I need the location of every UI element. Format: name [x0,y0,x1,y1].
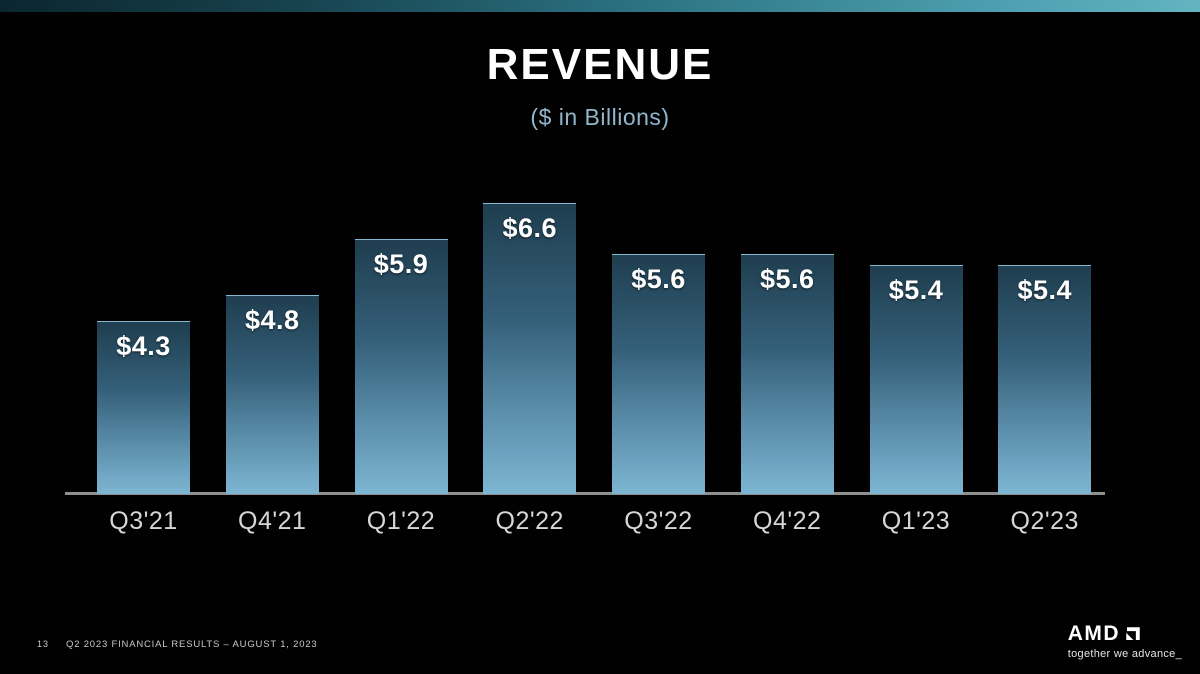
bar-q3-22: $5.6 [612,254,705,494]
bar-q1-23: $5.4 [869,265,963,494]
category-label-q1-22: Q1'22 [366,507,436,535]
footer-text: Q2 2023 FINANCIAL RESULTS – AUGUST 1, 20… [66,639,318,650]
header-accent-band [0,0,1200,12]
category-label-q2-22: Q2'22 [495,507,564,535]
category-label-q1-23: Q1'23 [881,507,951,535]
value-label-q1-23: $5.4 [888,275,944,305]
category-label-q4-22: Q4'22 [753,507,822,535]
slide-footer: 13 Q2 2023 FINANCIAL RESULTS – AUGUST 1,… [0,618,1200,674]
bar-q4-21: $4.8 [225,295,319,494]
value-label-q2-22: $6.6 [502,213,558,243]
category-label-q2-23: Q2'23 [1010,507,1079,535]
chart-header: REVENUE ($ in Billions) [0,40,1200,131]
value-label-q4-21: $4.8 [244,305,300,335]
category-label-q3-21: Q3'21 [109,507,178,535]
category-label-q4-21: Q4'21 [238,507,307,535]
value-label-q4-22: $5.6 [759,264,815,294]
bar-q2-22: $6.6 [483,203,577,494]
slide-title: REVENUE [486,40,714,89]
bar-q2-23: $5.4 [998,265,1092,494]
bar-q3-21: $4.3 [97,321,190,494]
value-label-q1-22: $5.9 [373,249,429,279]
amd-arrow-icon [1124,625,1142,643]
slide-subtitle: ($ in Billions) [530,104,670,130]
category-label-q3-22: Q3'22 [624,507,693,535]
bar-q1-22: $5.9 [354,239,448,494]
value-label-q2-23: $5.4 [1017,275,1073,305]
value-label-q3-22: $5.6 [631,264,686,294]
amd-tagline: together we advance_ [1067,648,1182,660]
amd-logotype: AMD [1067,622,1121,645]
page-number: 13 [37,639,50,649]
x-axis-line [65,492,1105,495]
amd-logo: AMD together we advance_ [1068,622,1182,660]
bar-q4-22: $5.6 [740,254,834,494]
value-label-q3-21: $4.3 [116,331,171,361]
